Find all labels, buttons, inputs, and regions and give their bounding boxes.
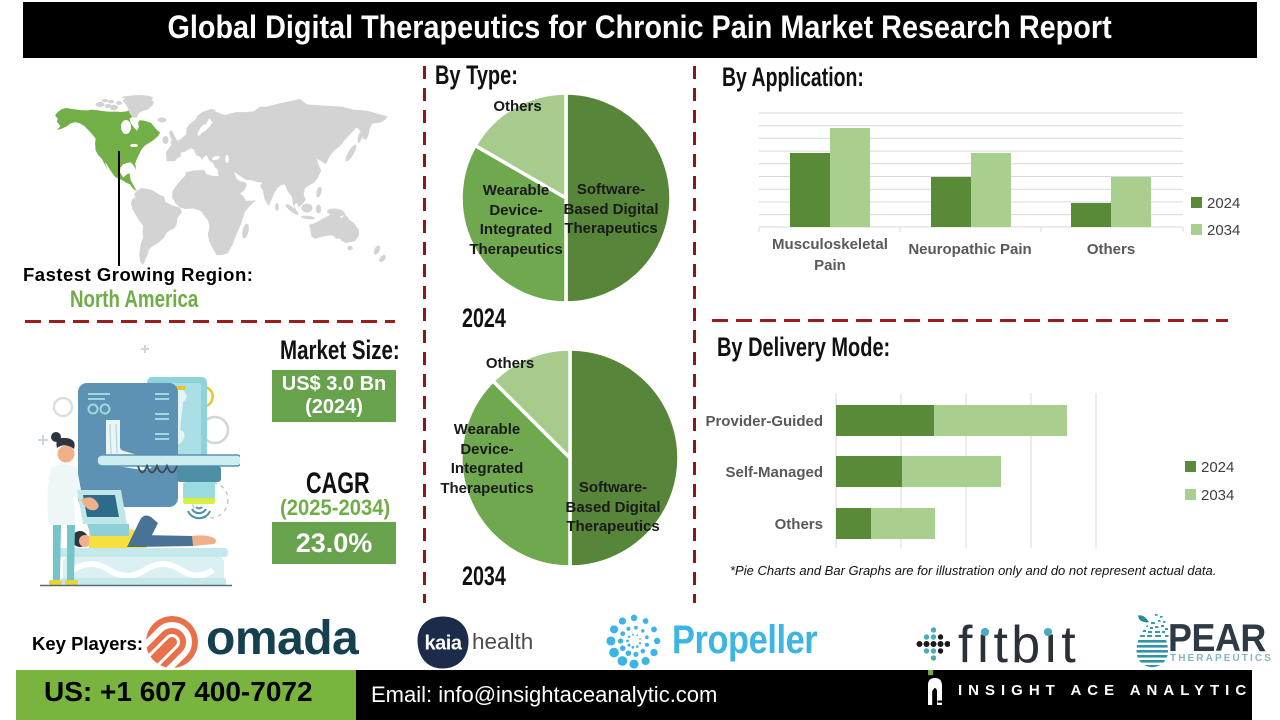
svg-text:kaia: kaia bbox=[425, 633, 463, 655]
